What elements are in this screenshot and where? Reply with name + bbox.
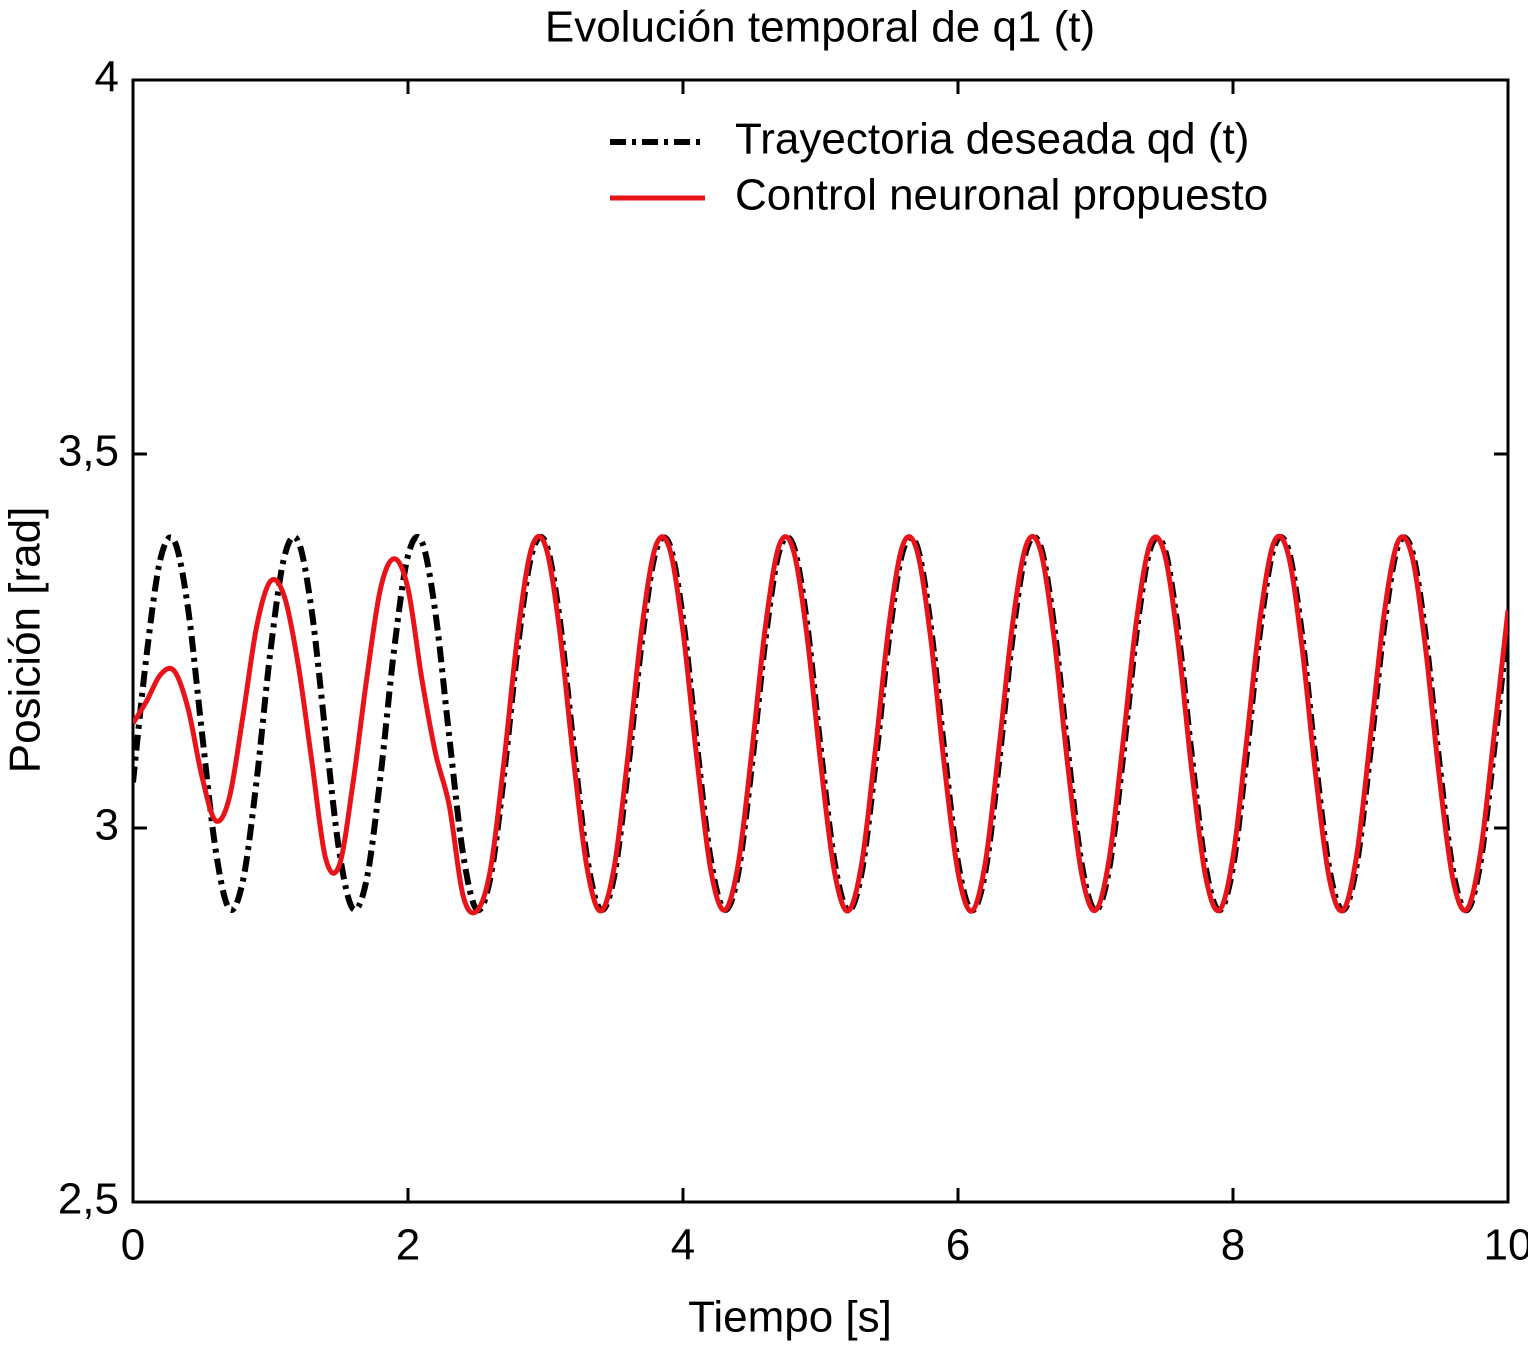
- series-line: [133, 533, 1508, 914]
- y-tick-label: 3: [95, 801, 119, 850]
- plot-frame: [131, 78, 1510, 1204]
- y-tick-label: 2,5: [58, 1175, 119, 1224]
- series-line: [133, 533, 1508, 916]
- x-tick-label: 0: [121, 1221, 145, 1270]
- x-tick-label: 6: [946, 1221, 970, 1270]
- legend-label: Trayectoria deseada qd (t): [735, 115, 1249, 164]
- y-axis-label: Posición [rad]: [1, 507, 50, 774]
- x-axis-label: Tiempo [s]: [688, 1293, 892, 1342]
- x-tick-label: 2: [396, 1221, 420, 1270]
- legend-label: Control neuronal propuesto: [735, 171, 1268, 220]
- y-tick-label: 4: [95, 53, 119, 102]
- x-tick-label: 4: [671, 1221, 695, 1270]
- y-tick-label: 3,5: [58, 427, 119, 476]
- x-tick-label: 10: [1484, 1221, 1528, 1270]
- x-tick-label: 8: [1221, 1221, 1245, 1270]
- chart-title: Evolución temporal de q1 (t): [545, 3, 1095, 52]
